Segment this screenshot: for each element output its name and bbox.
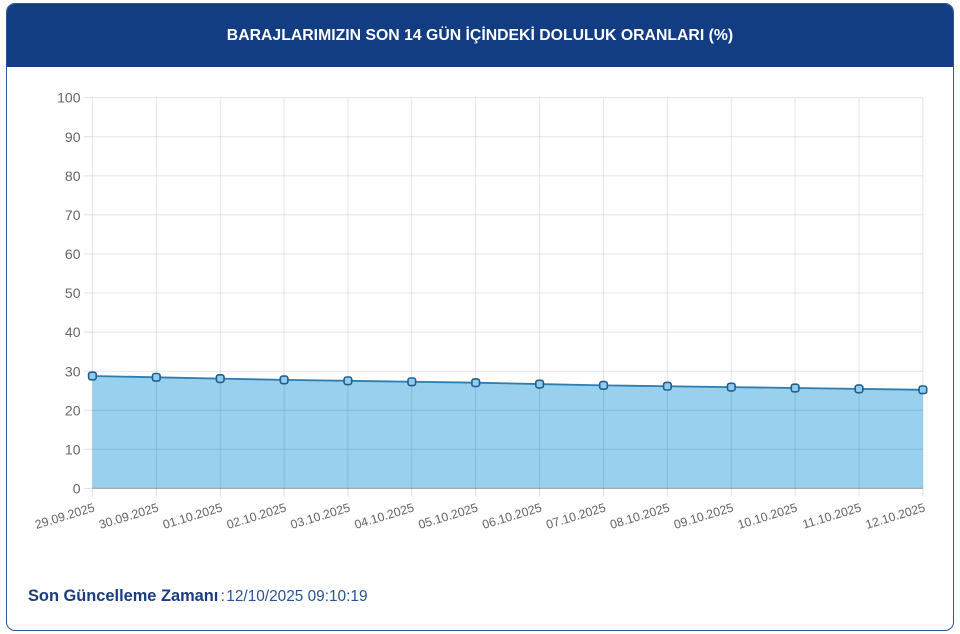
svg-text:03.10.2025: 03.10.2025 bbox=[289, 500, 352, 531]
svg-text:07.10.2025: 07.10.2025 bbox=[544, 500, 607, 531]
svg-text:20: 20 bbox=[65, 402, 81, 418]
svg-text:50: 50 bbox=[65, 285, 81, 301]
svg-text:08.10.2025: 08.10.2025 bbox=[608, 500, 671, 531]
svg-text:90: 90 bbox=[65, 129, 81, 145]
svg-text:60: 60 bbox=[65, 246, 81, 262]
svg-text:09.10.2025: 09.10.2025 bbox=[672, 500, 735, 531]
svg-text:70: 70 bbox=[65, 207, 81, 223]
svg-text:05.10.2025: 05.10.2025 bbox=[417, 500, 480, 531]
svg-text:30: 30 bbox=[65, 363, 81, 379]
svg-text:12.10.2025: 12.10.2025 bbox=[864, 500, 927, 531]
svg-text:80: 80 bbox=[65, 168, 81, 184]
svg-text:06.10.2025: 06.10.2025 bbox=[481, 500, 544, 531]
svg-text:11.10.2025: 11.10.2025 bbox=[801, 500, 863, 531]
svg-text:02.10.2025: 02.10.2025 bbox=[225, 500, 288, 531]
svg-text:01.10.2025: 01.10.2025 bbox=[161, 500, 224, 531]
svg-text:0: 0 bbox=[73, 481, 81, 497]
svg-text:30.09.2025: 30.09.2025 bbox=[97, 500, 160, 531]
svg-text:40: 40 bbox=[65, 324, 81, 340]
svg-text:29.09.2025: 29.09.2025 bbox=[33, 500, 96, 531]
svg-text:04.10.2025: 04.10.2025 bbox=[353, 500, 416, 531]
svg-text:100: 100 bbox=[57, 90, 81, 106]
svg-text:10: 10 bbox=[65, 441, 81, 457]
svg-text:10.10.2025: 10.10.2025 bbox=[736, 500, 799, 531]
